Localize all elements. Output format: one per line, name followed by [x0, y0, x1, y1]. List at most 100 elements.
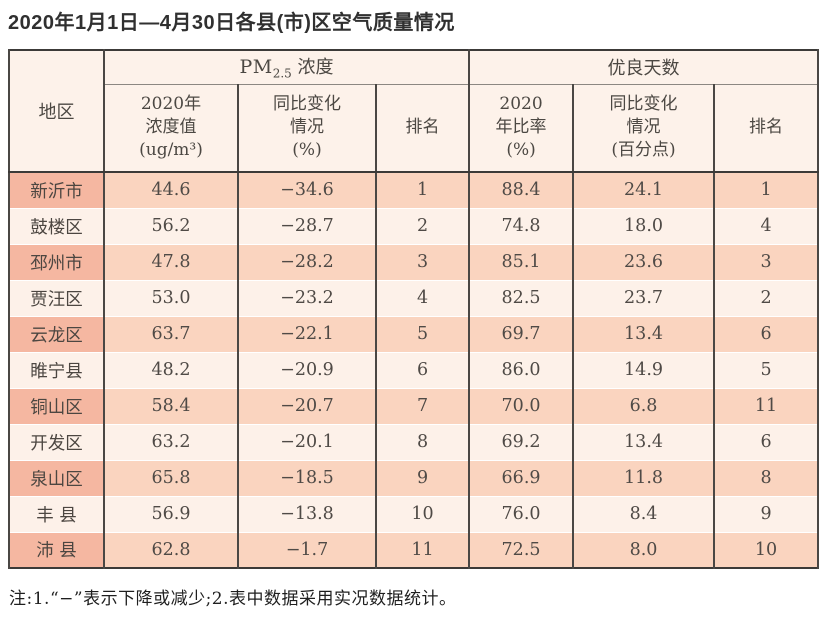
- header-pm-change: 同比变化 情况 (%): [237, 84, 377, 173]
- region-cell: 铜山区: [8, 387, 105, 424]
- days-change-cell: 18.0: [572, 207, 716, 244]
- days-rank-cell: 10: [713, 531, 820, 568]
- days-change-cell: 23.6: [572, 243, 716, 280]
- days-rank-cell: 1: [713, 172, 820, 208]
- days-ratio-cell: 69.7: [468, 315, 575, 352]
- days-ratio-cell: 66.9: [468, 459, 575, 496]
- pm-change-cell: −22.1: [237, 315, 377, 352]
- pm-rank-cell: 9: [374, 459, 471, 496]
- pm-change-cell: −28.2: [237, 243, 377, 280]
- table-row: 沛 县 62.8 −1.7 11 72.5 8.0 10: [8, 531, 820, 568]
- pm-rank-cell: 2: [374, 207, 471, 244]
- header-pm-value: 2020年 浓度值 (ug/m³): [103, 84, 239, 173]
- days-rank-cell: 5: [713, 351, 820, 388]
- pm-value-cell: 56.9: [103, 495, 239, 532]
- header-days-rank: 排名: [713, 84, 820, 173]
- header-pm-rank: 排名: [374, 84, 471, 173]
- days-change-cell: 13.4: [572, 423, 716, 460]
- days-change-cell: 24.1: [572, 172, 716, 208]
- table-row: 新沂市 44.6 −34.6 1 88.4 24.1 1: [8, 172, 820, 208]
- region-cell: 新沂市: [8, 172, 105, 208]
- table-body: 新沂市 44.6 −34.6 1 88.4 24.1 1 鼓楼区 56.2 −28.7 2 74.8 1…: [8, 172, 820, 568]
- pm-value-cell: 58.4: [103, 387, 239, 424]
- pm25-label-prefix: PM: [239, 56, 273, 79]
- header-days-ratio: 2020 年比率 (%): [468, 84, 575, 173]
- days-rank-cell: 6: [713, 315, 820, 352]
- footnote: 注:1.“−”表示下降或减少;2.表中数据采用实况数据统计。: [9, 589, 457, 609]
- header-region: 地区: [8, 50, 105, 173]
- days-ratio-cell: 85.1: [468, 243, 575, 280]
- region-cell: 贾汪区: [8, 279, 105, 316]
- region-cell: 云龙区: [8, 315, 105, 352]
- days-ratio-cell: 88.4: [468, 172, 575, 208]
- days-rank-cell: 6: [713, 423, 820, 460]
- pm-rank-cell: 3: [374, 243, 471, 280]
- pm-value-cell: 65.8: [103, 459, 239, 496]
- header-group-good-days: 优良天数: [468, 50, 820, 85]
- days-ratio-cell: 76.0: [468, 495, 575, 532]
- table-row: 云龙区 63.7 −22.1 5 69.7 13.4 6: [8, 315, 820, 352]
- region-cell: 睢宁县: [8, 351, 105, 388]
- pm-rank-cell: 6: [374, 351, 471, 388]
- table-row: 泉山区 65.8 −18.5 9 66.9 11.8 8: [8, 459, 820, 496]
- header-days-change: 同比变化 情况 (百分点): [572, 84, 716, 173]
- region-cell: 丰 县: [8, 495, 105, 532]
- pm-change-cell: −23.2: [237, 279, 377, 316]
- pm-value-cell: 47.8: [103, 243, 239, 280]
- pm25-label-subscript: 2.5: [272, 67, 292, 82]
- air-quality-table: 地区 PM2.5 浓度 优良天数 2020年 浓度值 (ug/m³) 同比变化 …: [8, 49, 820, 569]
- region-cell: 泉山区: [8, 459, 105, 496]
- pm-rank-cell: 8: [374, 423, 471, 460]
- days-change-cell: 8.0: [572, 531, 716, 568]
- days-change-cell: 11.8: [572, 459, 716, 496]
- pm-value-cell: 56.2: [103, 207, 239, 244]
- pm-change-cell: −34.6: [237, 172, 377, 208]
- pm-change-cell: −20.7: [237, 387, 377, 424]
- pm-change-cell: −13.8: [237, 495, 377, 532]
- pm-rank-cell: 10: [374, 495, 471, 532]
- days-ratio-cell: 70.0: [468, 387, 575, 424]
- pm-change-cell: −18.5: [237, 459, 377, 496]
- pm-value-cell: 62.8: [103, 531, 239, 568]
- table-row: 丰 县 56.9 −13.8 10 76.0 8.4 9: [8, 495, 820, 532]
- days-ratio-cell: 69.2: [468, 423, 575, 460]
- region-cell: 邳州市: [8, 243, 105, 280]
- pm-rank-cell: 11: [374, 531, 471, 568]
- pm-change-cell: −20.1: [237, 423, 377, 460]
- region-cell: 开发区: [8, 423, 105, 460]
- pm-rank-cell: 4: [374, 279, 471, 316]
- days-ratio-cell: 86.0: [468, 351, 575, 388]
- header-sub-row: 2020年 浓度值 (ug/m³) 同比变化 情况 (%) 排名 2020 年比…: [9, 84, 820, 173]
- pm-rank-cell: 7: [374, 387, 471, 424]
- pm-change-cell: −1.7: [237, 531, 377, 568]
- pm-change-cell: −28.7: [237, 207, 377, 244]
- days-rank-cell: 8: [713, 459, 820, 496]
- days-change-cell: 6.8: [572, 387, 716, 424]
- table-row: 铜山区 58.4 −20.7 7 70.0 6.8 11: [8, 387, 820, 424]
- days-rank-cell: 2: [713, 279, 820, 316]
- table-row: 邳州市 47.8 −28.2 3 85.1 23.6 3: [8, 243, 820, 280]
- pm-value-cell: 44.6: [103, 172, 239, 208]
- days-rank-cell: 9: [713, 495, 820, 532]
- pm-rank-cell: 5: [374, 315, 471, 352]
- table-row: 开发区 63.2 −20.1 8 69.2 13.4 6: [8, 423, 820, 460]
- days-change-cell: 14.9: [572, 351, 716, 388]
- header-group-row: 地区 PM2.5 浓度 优良天数: [8, 50, 820, 173]
- days-change-cell: 23.7: [572, 279, 716, 316]
- region-cell: 沛 县: [8, 531, 105, 568]
- pm25-label-suffix: 浓度: [291, 57, 334, 79]
- pm-rank-cell: 1: [374, 172, 471, 208]
- page-title: 2020年1月1日—4月30日各县(市)区空气质量情况: [8, 12, 455, 34]
- pm-change-cell: −20.9: [237, 351, 377, 388]
- header-group-pm25: PM2.5 浓度: [102, 50, 471, 85]
- table-header: 地区 PM2.5 浓度 优良天数 2020年 浓度值 (ug/m³) 同比变化 …: [8, 50, 820, 173]
- days-ratio-cell: 72.5: [468, 531, 575, 568]
- days-rank-cell: 3: [713, 243, 820, 280]
- days-rank-cell: 4: [713, 207, 820, 244]
- days-change-cell: 8.4: [572, 495, 716, 532]
- days-ratio-cell: 82.5: [468, 279, 575, 316]
- days-rank-cell: 11: [713, 387, 820, 424]
- table-row: 贾汪区 53.0 −23.2 4 82.5 23.7 2: [8, 279, 820, 316]
- days-ratio-cell: 74.8: [468, 207, 575, 244]
